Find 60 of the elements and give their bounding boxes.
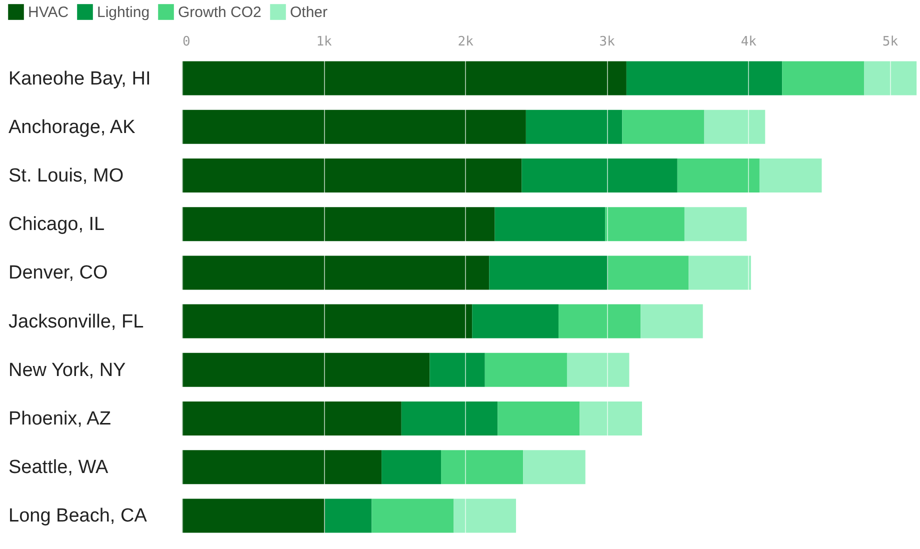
bar (782, 61, 864, 96)
bar (454, 498, 516, 533)
y-tick-label: Long Beach, CA (8, 506, 148, 527)
bar (640, 304, 703, 338)
bar (558, 304, 641, 338)
bar (608, 256, 689, 290)
legend-label: Lighting (97, 4, 150, 21)
bar (382, 450, 442, 484)
bar (182, 450, 382, 484)
bar (684, 207, 747, 242)
bar (182, 207, 495, 242)
y-tick-label: New York, NY (8, 360, 126, 381)
bar (688, 256, 751, 290)
bar (498, 401, 580, 436)
bar (182, 304, 472, 338)
bar (677, 158, 760, 193)
bar (182, 401, 402, 436)
bar (472, 304, 558, 338)
y-tick-label: Phoenix, AZ (8, 408, 112, 430)
bar (580, 401, 642, 436)
bar (622, 110, 704, 144)
bar (864, 61, 917, 96)
legend-label: Growth CO2 (178, 4, 262, 21)
bar (523, 450, 586, 484)
bar (626, 61, 782, 96)
x-tick-label: 1k (316, 34, 332, 50)
y-tick-label: Denver, CO (8, 262, 108, 284)
x-tick-label: 5k (882, 34, 898, 50)
bar (759, 158, 822, 193)
bar (182, 256, 490, 290)
bar (182, 61, 626, 96)
bar (324, 498, 372, 533)
y-tick-label: Kaneohe Bay, HI (8, 68, 151, 90)
x-tick-label: 4k (740, 34, 757, 50)
bar (182, 498, 325, 533)
y-tick-label: Seattle, WA (8, 457, 108, 478)
legend-label: Other (290, 4, 328, 21)
bar (372, 498, 454, 533)
bar (401, 401, 498, 436)
bar (522, 158, 678, 193)
x-tick-label: 0 (182, 34, 190, 50)
bar (704, 110, 766, 144)
bar (484, 352, 567, 387)
y-tick-label: Anchorage, AK (8, 116, 136, 138)
bar (526, 110, 622, 144)
bar (430, 352, 485, 387)
bar (566, 352, 630, 387)
y-tick-label: Jacksonville, FL (8, 311, 144, 332)
y-tick-label: St. Louis, MO (8, 166, 124, 186)
bar (182, 352, 430, 387)
bar (494, 207, 606, 242)
y-tick-label: Chicago, IL (8, 214, 105, 236)
bar (182, 110, 526, 144)
bar (605, 207, 684, 242)
bar (441, 450, 524, 484)
x-tick-label: 3k (599, 34, 616, 50)
bar (182, 158, 522, 193)
bar (489, 256, 608, 290)
x-tick-label: 2k (458, 34, 474, 50)
legend-label: HVAC (28, 4, 69, 21)
